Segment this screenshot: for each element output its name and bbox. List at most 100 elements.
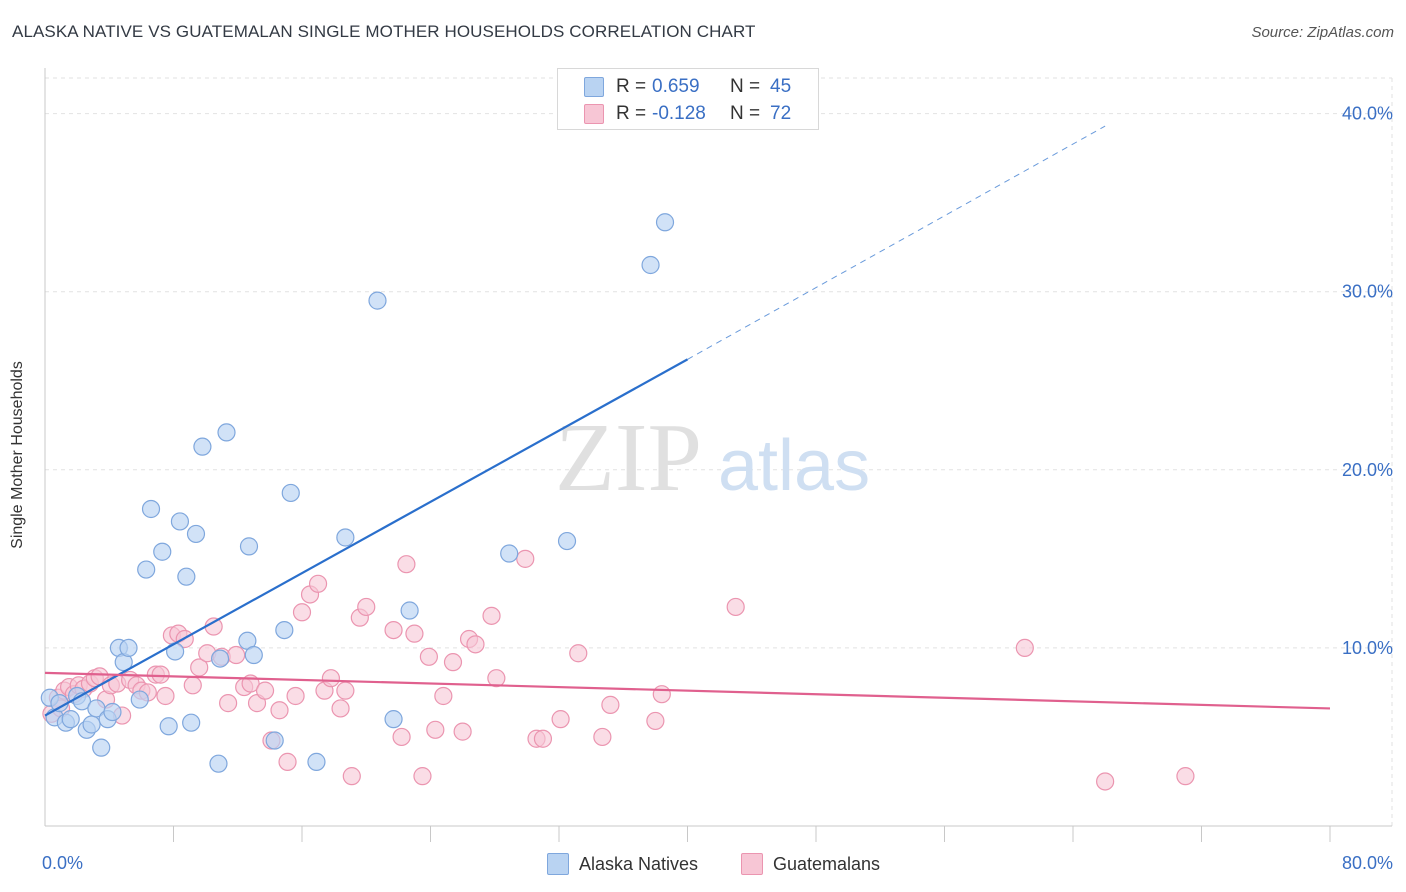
guatemalan-point <box>426 720 445 739</box>
legend-n-label: N = <box>730 76 761 97</box>
guatemalan-point <box>331 699 350 718</box>
guatemalan-point <box>601 695 620 714</box>
alaska-native-point <box>177 567 196 586</box>
guatemalan-point <box>336 681 355 700</box>
guatemalan-point <box>270 701 289 720</box>
guatemalan-point <box>1096 772 1115 791</box>
guatemalan-point <box>392 727 411 747</box>
guatemalan-point <box>405 624 424 643</box>
guatemalan-point <box>255 681 275 700</box>
guatemalan-point <box>652 685 671 704</box>
alaska-native-point <box>92 738 111 757</box>
guatemalan-point <box>190 658 209 677</box>
y-tick-label: 30.0% <box>1342 282 1393 302</box>
legend-swatch-guatemalan <box>584 104 604 124</box>
guatemalan-point <box>482 606 501 625</box>
alaska-native-point <box>265 731 284 750</box>
bottom-swatch-guatemalan <box>741 853 763 875</box>
guatemalan-point <box>413 767 432 786</box>
chart-title: ALASKA NATIVE VS GUATEMALAN SINGLE MOTHE… <box>12 22 756 41</box>
guatemalan-point <box>466 635 485 654</box>
alaska-native-point <box>141 499 161 519</box>
alaska-native-point <box>159 717 178 736</box>
guatemalan-point <box>646 711 665 731</box>
guatemalan-trend-line <box>44 671 1331 710</box>
guatemalan-point <box>434 686 453 706</box>
legend-r-value: 0.659 <box>652 76 700 97</box>
guatemalan-point <box>397 555 416 574</box>
alaska-native-point <box>275 620 294 640</box>
legend-r-label: R = <box>616 103 647 124</box>
source-label: Source: ZipAtlas.com <box>1251 24 1394 41</box>
legend-row-guatemalan: R = -0.128 N = 72 <box>584 102 791 126</box>
guatemalan-point <box>227 645 246 665</box>
alaska-native-point <box>170 512 190 531</box>
guatemalan-point <box>726 597 745 617</box>
alaska-native-point <box>186 524 206 544</box>
legend-swatch-alaska <box>584 77 604 97</box>
guatemalan-point <box>286 686 305 706</box>
alaska-native-point <box>641 255 660 275</box>
alaska-native-point <box>384 710 403 729</box>
guatemalan-point <box>156 686 175 706</box>
guatemalan-point <box>487 669 506 688</box>
guatemalan-point <box>384 620 403 640</box>
y-tick-label: 10.0% <box>1342 638 1393 658</box>
alaska-native-point <box>655 213 675 232</box>
x-tick-label: 0.0% <box>42 853 83 873</box>
guatemalan-point <box>551 710 570 729</box>
guatemalan-point <box>1176 767 1195 786</box>
guatemalan-point <box>453 722 472 741</box>
alaska-native-point <box>61 710 80 729</box>
alaska-native-point <box>557 531 577 551</box>
alaska-native-point <box>400 601 419 620</box>
guatemalan-point <box>443 653 463 672</box>
guatemalan-point <box>219 694 238 713</box>
guatemalan-point <box>569 644 588 663</box>
guatemalan-point <box>292 603 312 622</box>
alaska-native-point <box>307 752 326 771</box>
alaska-native-point <box>193 437 212 456</box>
alaska-native-point <box>182 713 201 732</box>
x-tick-label: 80.0% <box>1342 853 1393 873</box>
bottom-swatch-alaska <box>547 853 569 875</box>
trend-lines <box>44 125 1331 717</box>
y-tick-label: 40.0% <box>1342 104 1393 124</box>
guatemalan-point <box>342 767 361 786</box>
alaska-native-point <box>244 645 263 665</box>
alaska-native-point <box>210 649 230 668</box>
alaska-native-point <box>103 702 122 722</box>
alaska-native-point <box>368 291 387 310</box>
bottom-legend-guatemalan-label: Guatemalans <box>773 853 881 874</box>
legend-n-label: N = <box>730 103 761 124</box>
guatemalan-point <box>516 549 535 568</box>
guatemalan-point <box>357 597 376 617</box>
alaska-native-point <box>239 537 259 556</box>
guatemalan-point <box>151 665 170 684</box>
alaska-native-point <box>153 542 172 561</box>
guatemalan-point <box>183 676 202 695</box>
bottom-legend-guatemalan: Guatemalans <box>741 852 880 876</box>
watermark: ZIP atlas <box>555 404 870 512</box>
alaska-native-point <box>130 690 149 709</box>
legend-r-value: -0.128 <box>652 103 706 124</box>
alaska-native-point <box>336 528 355 547</box>
guatemalan-point <box>533 729 553 748</box>
alaska-native-point <box>137 560 156 579</box>
guatemalan-point <box>321 669 341 688</box>
guatemalans-points <box>42 549 1195 791</box>
legend-n-value: 45 <box>770 76 792 97</box>
guatemalan-point <box>593 727 612 747</box>
guatemalan-point <box>1015 638 1034 658</box>
alaska-native-point <box>281 483 300 503</box>
alaska-trend-extension <box>687 125 1106 360</box>
guatemalan-point <box>419 647 438 666</box>
alaska-native-point <box>217 423 236 442</box>
legend-row-alaska: R = 0.659 N = 45 <box>584 75 791 99</box>
correlation-legend: R = 0.659 N = 45 R = -0.128 N = 72 <box>557 68 819 130</box>
tick-labels: 10.0% 20.0% 30.0% 40.0% 0.0% 80.0% <box>42 104 1393 873</box>
guatemalan-point <box>278 752 297 771</box>
alaska-trend-line <box>44 358 689 717</box>
legend-r-label: R = <box>616 76 647 97</box>
